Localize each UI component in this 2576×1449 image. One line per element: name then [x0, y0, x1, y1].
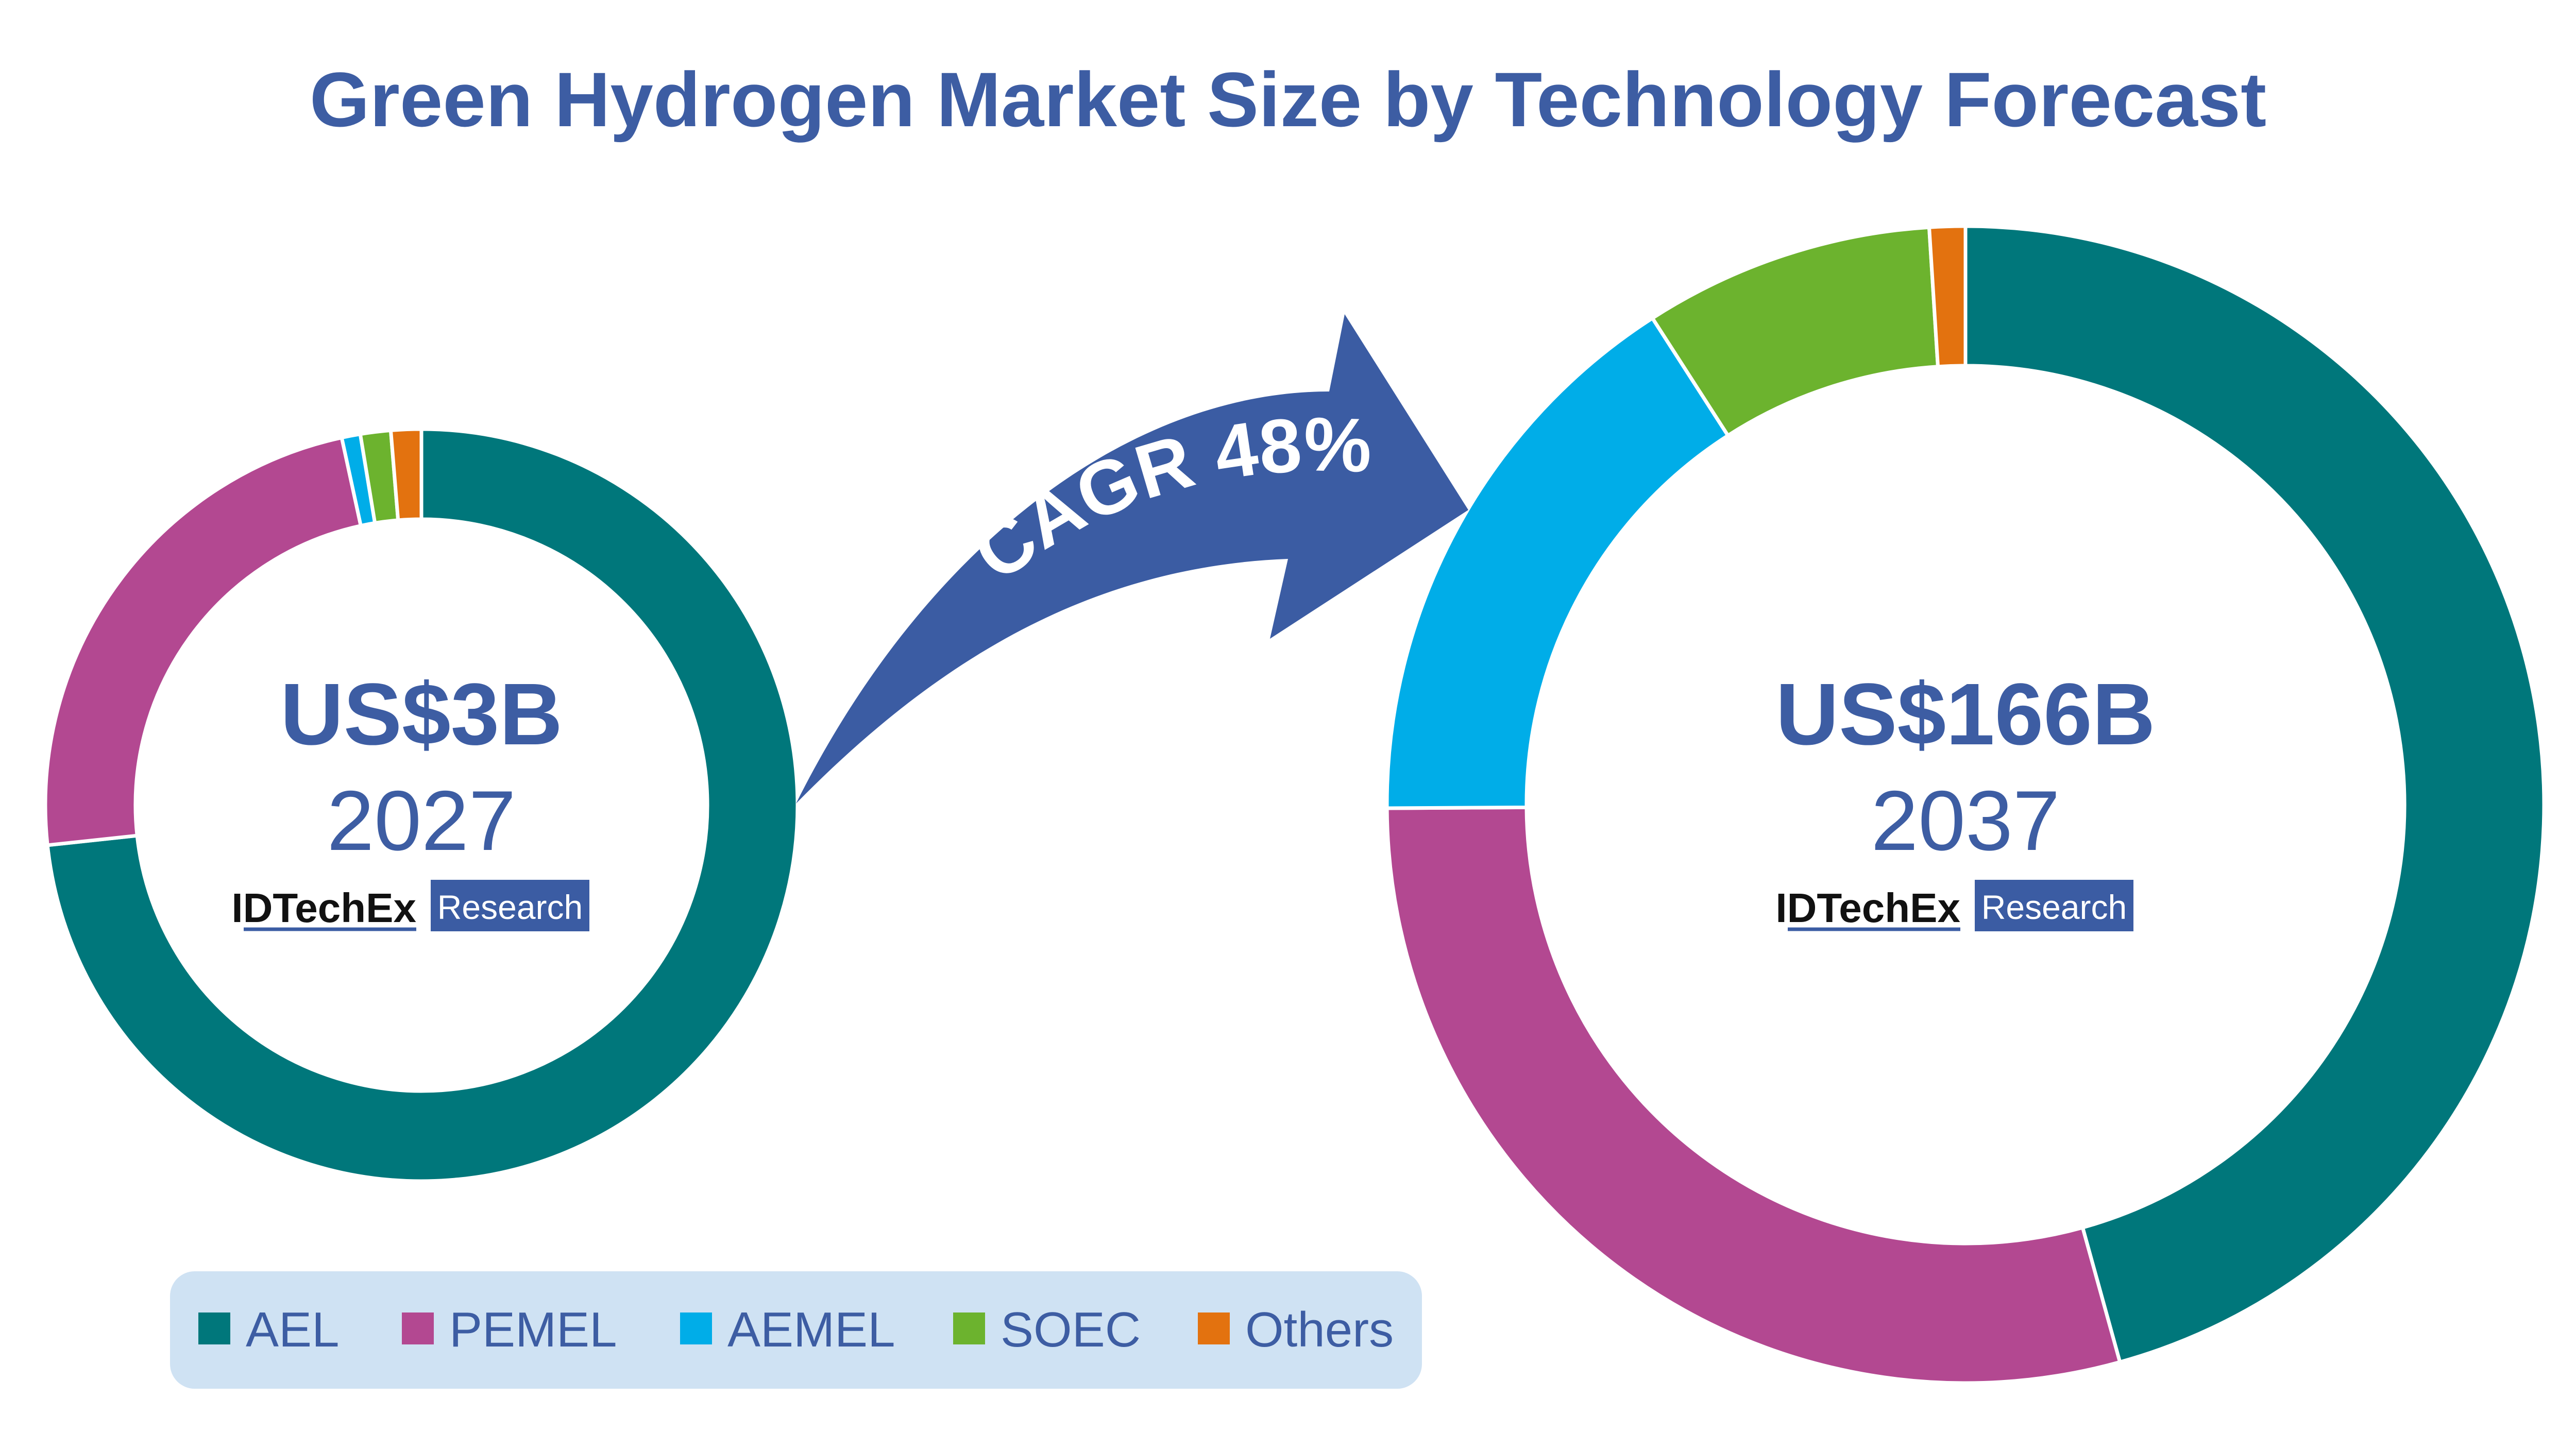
legend-label-aemel: AEMEL [727, 1302, 895, 1357]
slice-2037-aemel [1385, 315, 1731, 810]
legend: AEL PEMEL AEMEL SOEC Others [170, 1271, 1422, 1389]
legend-swatch-others [1198, 1312, 1230, 1344]
slice-2027-ael [45, 427, 800, 1183]
legend-background [170, 1271, 1422, 1389]
legend-swatch-soec [953, 1312, 985, 1344]
center-year-2027: 2027 [327, 773, 516, 868]
legend-item-others: Others [1198, 1302, 1394, 1357]
idtechex-logo: IDTechEx Research [231, 880, 589, 931]
center-total-2027: US$3B [280, 666, 563, 763]
center-year-2037: 2037 [1871, 773, 2060, 868]
legend-item-pemel: PEMEL [402, 1302, 617, 1357]
logo-badge [431, 880, 589, 931]
legend-swatch-ael [198, 1312, 230, 1344]
center-total-2037: US$166B [1775, 666, 2155, 763]
cagr-arrow [796, 314, 1468, 804]
donut-chart-2027: US$3B 2027 IDTechEx Research [43, 427, 800, 1183]
logo-wordmark: IDTechEx [1775, 885, 1960, 931]
idtechex-logo: IDTechEx Research [1775, 880, 2133, 931]
legend-label-ael: AEL [246, 1302, 339, 1357]
legend-item-aemel: AEMEL [680, 1302, 895, 1357]
legend-item-ael: AEL [198, 1302, 339, 1357]
slice-2037-ael [1963, 224, 2546, 1365]
logo-badge-label: Research [1981, 888, 2127, 926]
legend-item-soec: SOEC [953, 1302, 1141, 1357]
donut-chart-2037: US$166B 2037 IDTechEx Research [1385, 224, 2546, 1385]
logo-badge-label: Research [437, 888, 583, 926]
legend-label-soec: SOEC [1001, 1302, 1141, 1357]
slice-2027-others [388, 427, 423, 522]
chart-title: Green Hydrogen Market Size by Technology… [310, 56, 2266, 143]
logo-wordmark: IDTechEx [231, 885, 416, 931]
legend-swatch-aemel [680, 1312, 712, 1344]
legend-label-pemel: PEMEL [449, 1302, 617, 1357]
cagr-arrow-group: CAGR 48% [796, 314, 1468, 804]
slice-2027-pemel [43, 435, 363, 847]
slice-2037-others [1927, 224, 1968, 369]
logo-badge [1975, 880, 2133, 931]
slice-2037-pemel [1385, 805, 2123, 1385]
legend-label-others: Others [1245, 1302, 1394, 1357]
legend-swatch-pemel [402, 1312, 434, 1344]
